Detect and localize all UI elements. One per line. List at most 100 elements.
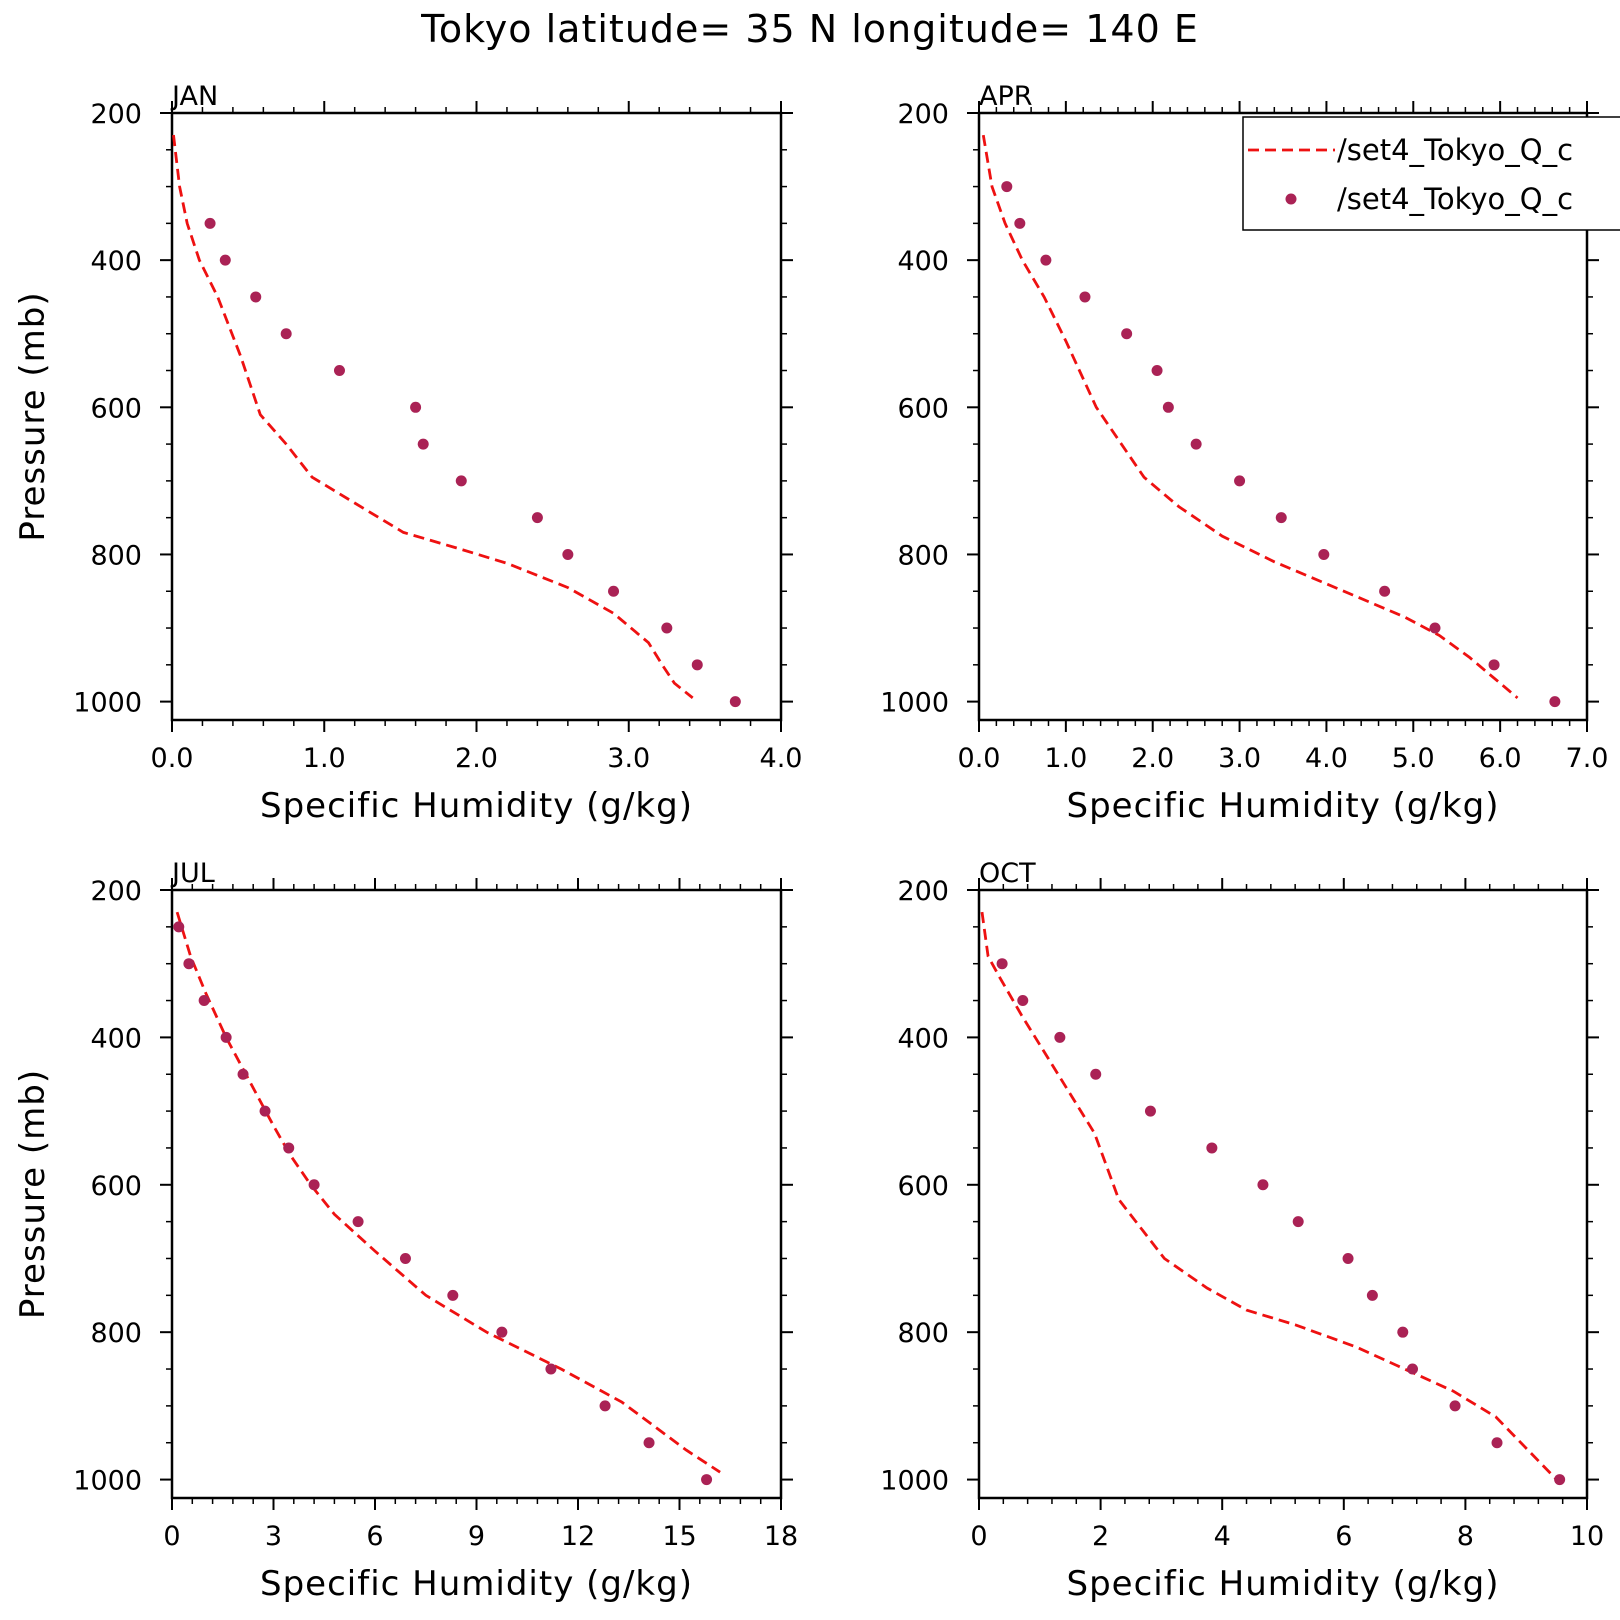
legend-dot-swatch — [1285, 193, 1297, 205]
y-tick-label: 400 — [90, 1023, 142, 1054]
x-tick-label: 18 — [764, 1521, 798, 1552]
x-tick-label: 3.0 — [1218, 743, 1261, 774]
obs-point — [1491, 1437, 1503, 1449]
model-profile-line — [980, 911, 1558, 1481]
y-tick-label: 400 — [90, 246, 142, 277]
x-tick-label: 3.0 — [607, 743, 650, 774]
x-tick-label: 10 — [1570, 1521, 1604, 1552]
x-tick-label: 7.0 — [1566, 743, 1609, 774]
obs-point — [701, 1474, 713, 1486]
x-tick-label: 0 — [970, 1521, 987, 1552]
x-axis-label: Specific Humidity (g/kg) — [260, 1564, 693, 1604]
panel-title: OCT — [979, 858, 1036, 889]
main-title: Tokyo latitude= 35 N longitude= 140 E — [420, 7, 1199, 51]
obs-point — [1017, 995, 1029, 1007]
obs-point — [219, 254, 231, 266]
x-tick-label: 1.0 — [303, 743, 346, 774]
x-tick-label: 4.0 — [760, 743, 803, 774]
obs-point — [1549, 696, 1561, 708]
y-tick-label: 400 — [897, 246, 949, 277]
obs-point — [280, 328, 292, 340]
obs-point — [410, 401, 422, 413]
obs-point — [259, 1105, 271, 1117]
obs-point — [417, 438, 429, 450]
x-tick-label: 2.0 — [1131, 743, 1174, 774]
obs-point — [1318, 548, 1330, 560]
obs-point — [204, 217, 216, 229]
x-axis-label: Specific Humidity (g/kg) — [1067, 1564, 1500, 1604]
obs-point — [183, 958, 195, 970]
obs-point — [562, 548, 574, 560]
panel-oct: OCT 0 2 4 6 8 10 200 400 600 800 1000 Specific Humid… — [880, 858, 1604, 1604]
obs-point — [1079, 291, 1091, 303]
obs-point — [1488, 659, 1500, 671]
y-tick-label: 800 — [90, 540, 142, 571]
obs-point — [996, 958, 1008, 970]
obs-point — [237, 1068, 249, 1080]
obs-point — [1121, 328, 1133, 340]
obs-point — [173, 921, 185, 933]
panel-title: APR — [979, 81, 1033, 112]
x-tick-label: 2.0 — [455, 743, 498, 774]
x-tick-label: 8 — [1457, 1521, 1474, 1552]
model-profile-line — [981, 134, 1519, 699]
y-tick-label: 1000 — [73, 1466, 142, 1497]
obs-point — [220, 1031, 232, 1043]
x-tick-label: 6 — [1335, 1521, 1352, 1552]
y-tick-label: 200 — [897, 876, 949, 907]
obs-point — [308, 1179, 320, 1191]
legend-box — [1242, 116, 1620, 231]
plot-frame — [977, 111, 1589, 722]
x-tick-label: 9 — [468, 1521, 485, 1552]
y-tick-label: 1000 — [880, 688, 949, 719]
obs-point — [1292, 1216, 1304, 1228]
x-tick-label: 4.0 — [1305, 743, 1348, 774]
panel-title: JAN — [170, 81, 218, 112]
plot-frame — [170, 888, 783, 1500]
obs-point — [608, 585, 620, 597]
obs-point — [1001, 181, 1013, 193]
obs-point — [1379, 585, 1391, 597]
x-axis-label: Specific Humidity (g/kg) — [1067, 786, 1500, 826]
obs-point — [283, 1142, 295, 1154]
y-tick-label: 600 — [897, 1171, 949, 1202]
x-tick-label: 15 — [662, 1521, 696, 1552]
obs-point — [1040, 254, 1052, 266]
x-tick-label: 1.0 — [1044, 743, 1087, 774]
obs-point — [661, 622, 673, 634]
y-axis-label: Pressure (mb) — [13, 1069, 53, 1319]
y-tick-label: 600 — [897, 393, 949, 424]
obs-point — [1275, 512, 1287, 524]
plot-frame — [977, 888, 1589, 1500]
x-tick-label: 6 — [366, 1521, 383, 1552]
obs-point — [1397, 1326, 1409, 1338]
y-tick-label: 600 — [90, 393, 142, 424]
y-tick-label: 1000 — [880, 1466, 949, 1497]
obs-point — [1449, 1400, 1461, 1412]
obs-point — [352, 1216, 364, 1228]
obs-point — [333, 365, 345, 377]
x-tick-label: 0 — [163, 1521, 180, 1552]
x-tick-label: 4 — [1214, 1521, 1231, 1552]
panel-title: JUL — [170, 858, 215, 889]
obs-point — [1144, 1105, 1156, 1117]
obs-point — [1054, 1031, 1066, 1043]
obs-point — [545, 1363, 557, 1375]
x-tick-label: 12 — [561, 1521, 595, 1552]
legend-label-line: /set4_Tokyo_Q_c — [1337, 133, 1573, 167]
obs-point — [496, 1326, 508, 1338]
y-tick-label: 200 — [90, 99, 142, 130]
obs-point — [455, 475, 467, 487]
x-tick-label: 0.0 — [958, 743, 1001, 774]
obs-point — [1151, 365, 1163, 377]
panel-jul: JUL 0 3 6 9 12 15 18 200 400 600 800 1000 Specific Hu… — [13, 858, 798, 1604]
obs-point — [1014, 217, 1026, 229]
obs-point — [599, 1400, 611, 1412]
model-profile-line — [172, 134, 694, 699]
legend: /set4_Tokyo_Q_c/set4_Tokyo_Q_c — [1242, 116, 1620, 231]
obs-point — [531, 512, 543, 524]
obs-point — [691, 659, 703, 671]
y-tick-label: 800 — [90, 1318, 142, 1349]
